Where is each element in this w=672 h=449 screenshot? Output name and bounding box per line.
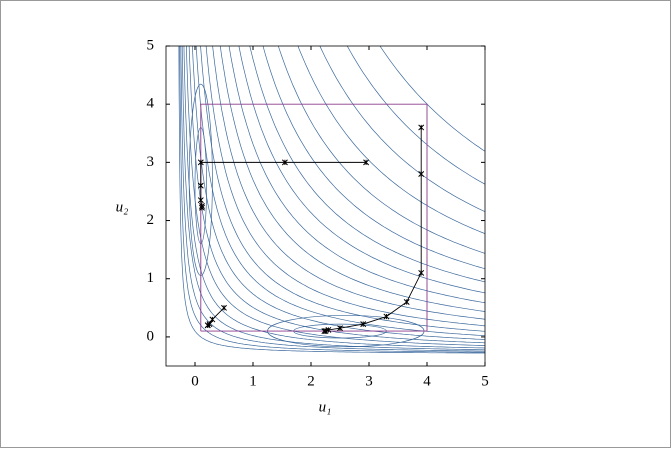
y-tick-label: 4 xyxy=(147,96,155,112)
contour-line xyxy=(228,46,485,304)
axes-box xyxy=(165,45,486,367)
contour-line xyxy=(183,46,485,349)
contour-line xyxy=(192,46,485,340)
contour-line xyxy=(249,46,485,283)
marker xyxy=(418,171,425,177)
marker xyxy=(281,159,288,166)
marker xyxy=(221,304,227,311)
contour-line xyxy=(188,46,485,344)
marker xyxy=(418,269,425,276)
x-label: u₁ xyxy=(319,399,332,415)
x-tick-label: 1 xyxy=(249,373,257,389)
y-label: u₂ xyxy=(116,199,129,215)
y-tick-label: 2 xyxy=(147,212,155,228)
contour-line xyxy=(179,46,485,353)
marker xyxy=(360,321,367,328)
path-line xyxy=(324,127,422,332)
y-tick-label: 0 xyxy=(147,328,155,344)
contour-line xyxy=(205,46,485,327)
contour-line xyxy=(346,46,485,185)
contour-line xyxy=(180,46,485,352)
marker xyxy=(383,313,390,320)
marker xyxy=(204,322,211,329)
contour-line xyxy=(219,46,485,312)
contour-line xyxy=(277,46,485,254)
marker xyxy=(321,328,328,335)
x-tick-label: 5 xyxy=(481,373,489,389)
marker xyxy=(197,182,204,189)
marker xyxy=(337,325,343,332)
contour-line xyxy=(262,46,485,270)
plot xyxy=(197,103,428,335)
y-tick-label: 5 xyxy=(147,37,155,53)
x-tick-label: 2 xyxy=(307,373,315,389)
contour-line xyxy=(200,46,485,332)
x-tick-label: 3 xyxy=(365,373,373,389)
contour-line xyxy=(319,46,485,213)
y-tick-label: 1 xyxy=(147,270,155,286)
x-tick-label: 0 xyxy=(191,373,199,389)
contour-line xyxy=(379,46,485,152)
contour-line xyxy=(297,46,485,235)
marker xyxy=(403,299,410,305)
contour-line xyxy=(195,46,485,337)
marker xyxy=(197,197,204,204)
y-tick-label: 3 xyxy=(147,154,155,170)
marker xyxy=(418,124,425,131)
contour-line xyxy=(181,46,485,351)
contour-line xyxy=(178,46,485,354)
marker xyxy=(197,159,204,166)
marker xyxy=(209,316,216,323)
marker xyxy=(363,159,370,166)
contour-line xyxy=(186,46,485,346)
contour-line xyxy=(212,46,485,320)
contours xyxy=(178,46,485,354)
x-tick-label: 4 xyxy=(423,373,431,389)
marker xyxy=(199,204,205,211)
